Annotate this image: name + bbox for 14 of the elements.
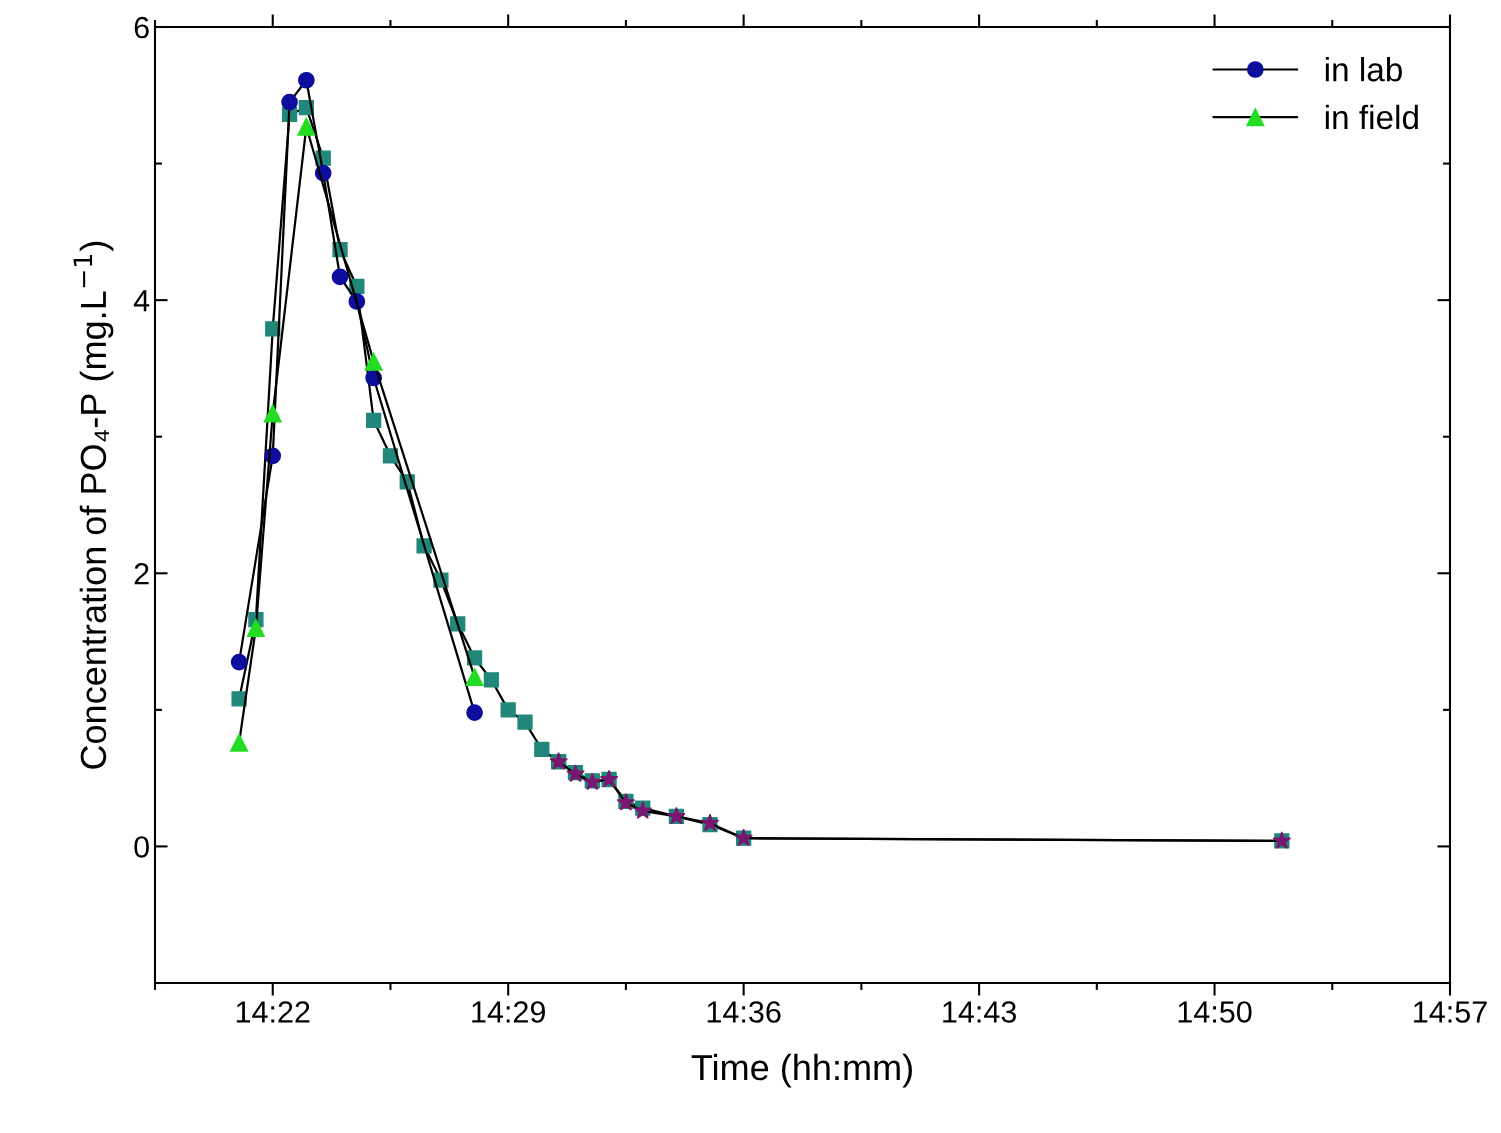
x-tick-label: 14:57 xyxy=(1414,1001,1487,1023)
legend-label: in lab xyxy=(1325,57,1402,82)
y-tick-label: 4 xyxy=(133,290,150,312)
x-tick-label: 14:22 xyxy=(236,1001,310,1023)
y-tick-label: 6 xyxy=(134,16,149,39)
x-tick-label: 14:36 xyxy=(707,1001,781,1023)
x-axis-title: Time (hh:mm) xyxy=(691,1053,912,1088)
y-tick-label: 0 xyxy=(134,836,149,858)
y-axis-title: Concentration of PO₄-P (mg.L$^{−1}$) xyxy=(73,241,114,769)
legend-label: in field xyxy=(1325,104,1418,130)
y-tick-label: 2 xyxy=(134,563,149,585)
x-tick-label: 14:50 xyxy=(1178,1001,1252,1023)
x-tick-label: 14:43 xyxy=(943,1001,1016,1023)
x-tick-label: 14:29 xyxy=(472,1001,545,1023)
